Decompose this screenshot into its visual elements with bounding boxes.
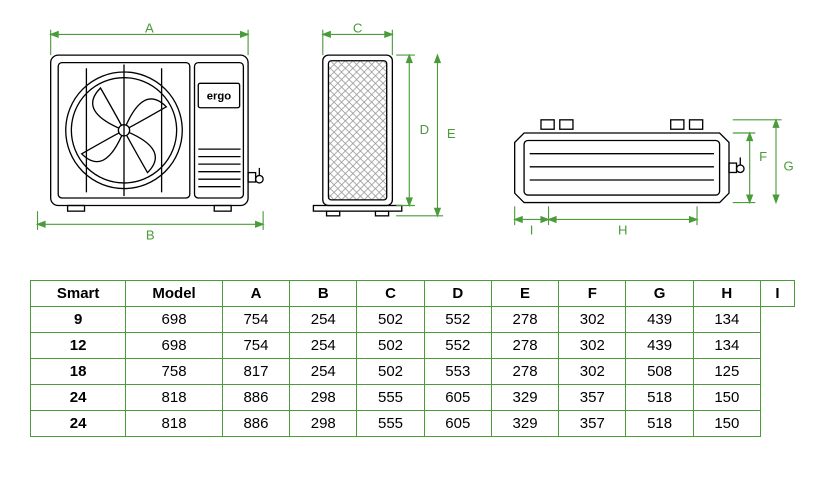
- series-header: Smart: [31, 281, 126, 307]
- value-cell: 818: [126, 385, 223, 411]
- table-row: 12698754254502552278302439134: [31, 333, 795, 359]
- value-cell: 555: [357, 411, 424, 437]
- value-cell: 298: [290, 385, 357, 411]
- dim-label-c: C: [353, 21, 363, 36]
- value-cell: 302: [559, 359, 626, 385]
- model-cell: 24: [31, 385, 126, 411]
- col-header: B: [290, 281, 357, 307]
- value-cell: 553: [424, 359, 491, 385]
- value-cell: 254: [290, 307, 357, 333]
- model-cell: 12: [31, 333, 126, 359]
- value-cell: 357: [559, 411, 626, 437]
- model-cell: 24: [31, 411, 126, 437]
- table-header-row: Smart Model ABCDEFGHI: [31, 281, 795, 307]
- value-cell: 254: [290, 359, 357, 385]
- table-row: 18758817254502553278302508125: [31, 359, 795, 385]
- value-cell: 329: [491, 411, 558, 437]
- value-cell: 518: [626, 411, 693, 437]
- table-row: 9698754254502552278302439134: [31, 307, 795, 333]
- table-row: 24818886298555605329357518150: [31, 385, 795, 411]
- value-cell: 502: [357, 333, 424, 359]
- col-header: D: [424, 281, 491, 307]
- value-cell: 758: [126, 359, 223, 385]
- diagram-row: A: [30, 20, 795, 250]
- value-cell: 552: [424, 307, 491, 333]
- value-cell: 817: [222, 359, 289, 385]
- model-cell: 9: [31, 307, 126, 333]
- value-cell: 278: [491, 333, 558, 359]
- value-cell: 698: [126, 307, 223, 333]
- value-cell: 552: [424, 333, 491, 359]
- table-row: 24818886298555605329357518150: [31, 411, 795, 437]
- value-cell: 254: [290, 333, 357, 359]
- value-cell: 150: [693, 411, 760, 437]
- value-cell: 278: [491, 307, 558, 333]
- value-cell: 150: [693, 385, 760, 411]
- model-cell: 18: [31, 359, 126, 385]
- value-cell: 302: [559, 307, 626, 333]
- value-cell: 605: [424, 411, 491, 437]
- dim-label-b: B: [146, 227, 155, 242]
- value-cell: 502: [357, 307, 424, 333]
- dim-label-i: I: [530, 223, 534, 238]
- col-header: G: [626, 281, 693, 307]
- value-cell: 125: [693, 359, 760, 385]
- col-header: I: [760, 281, 794, 307]
- dim-label-g: G: [784, 159, 794, 174]
- value-cell: 278: [491, 359, 558, 385]
- col-header: H: [693, 281, 760, 307]
- dim-label-d: D: [420, 122, 430, 137]
- dim-label-f: F: [759, 149, 767, 164]
- brand-label: ergo: [207, 90, 232, 102]
- top-view-diagram: F G H I: [494, 110, 795, 250]
- value-cell: 698: [126, 333, 223, 359]
- value-cell: 134: [693, 333, 760, 359]
- dim-label-h: H: [618, 223, 628, 238]
- value-cell: 754: [222, 333, 289, 359]
- col-header: A: [222, 281, 289, 307]
- dim-label-e: E: [447, 126, 456, 141]
- value-cell: 134: [693, 307, 760, 333]
- dim-label-a: A: [145, 21, 154, 36]
- value-cell: 298: [290, 411, 357, 437]
- value-cell: 886: [222, 411, 289, 437]
- value-cell: 439: [626, 307, 693, 333]
- value-cell: 502: [357, 359, 424, 385]
- value-cell: 357: [559, 385, 626, 411]
- col-header: C: [357, 281, 424, 307]
- value-cell: 439: [626, 333, 693, 359]
- value-cell: 508: [626, 359, 693, 385]
- side-view-diagram: C D E: [304, 20, 464, 250]
- value-cell: 555: [357, 385, 424, 411]
- value-cell: 818: [126, 411, 223, 437]
- value-cell: 518: [626, 385, 693, 411]
- value-cell: 754: [222, 307, 289, 333]
- model-header: Model: [126, 281, 223, 307]
- value-cell: 886: [222, 385, 289, 411]
- value-cell: 329: [491, 385, 558, 411]
- table-body: 9698754254502552278302439134126987542545…: [31, 307, 795, 437]
- col-header: F: [559, 281, 626, 307]
- front-view-diagram: A: [30, 20, 274, 250]
- col-header: E: [491, 281, 558, 307]
- value-cell: 605: [424, 385, 491, 411]
- dimensions-table: Smart Model ABCDEFGHI 969875425450255227…: [30, 280, 795, 437]
- value-cell: 302: [559, 333, 626, 359]
